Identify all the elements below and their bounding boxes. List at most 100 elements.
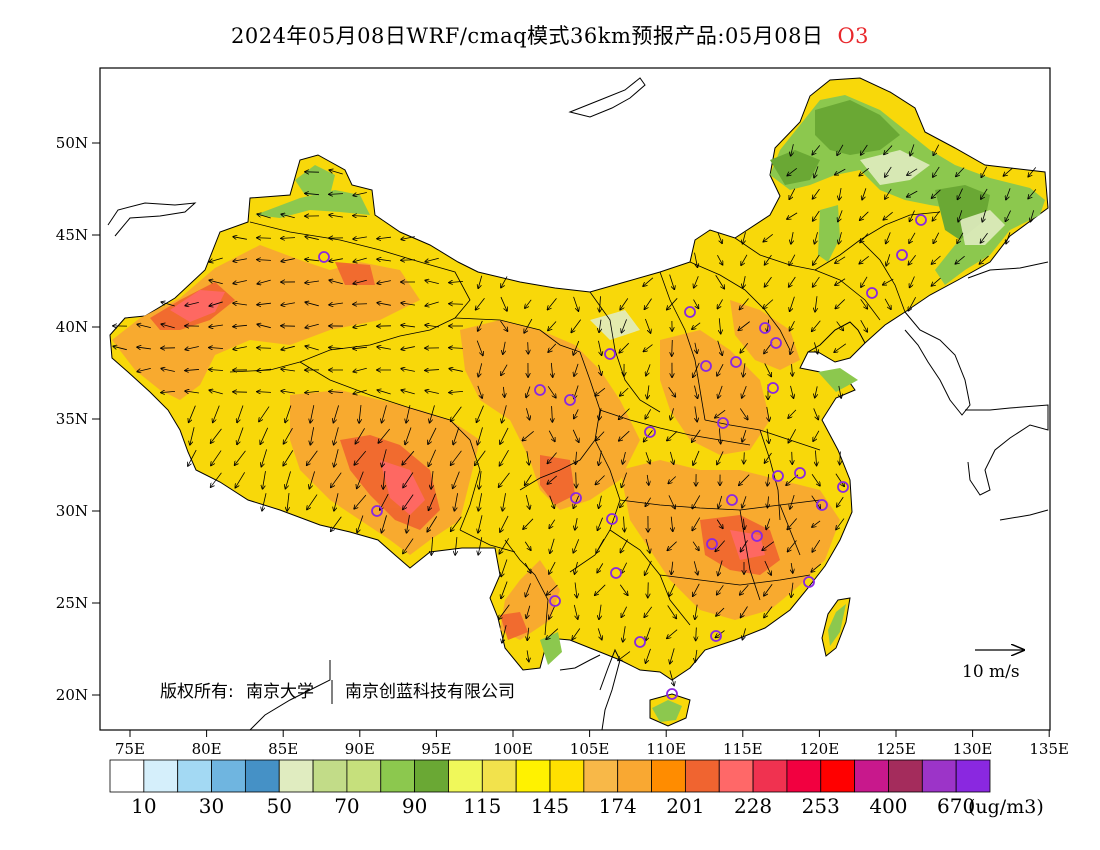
colorbar-tick-label: 30 bbox=[198, 794, 225, 818]
wind-vector bbox=[549, 495, 555, 509]
wind-vector bbox=[1028, 167, 1037, 176]
wind-vector bbox=[503, 341, 505, 354]
wind-vector bbox=[600, 296, 601, 312]
wind-vector bbox=[573, 539, 580, 552]
city-marker bbox=[371, 505, 383, 517]
wind-vector bbox=[743, 363, 745, 376]
wind-vector bbox=[281, 238, 296, 239]
wind-vector bbox=[477, 385, 482, 398]
wind-vector bbox=[526, 408, 529, 419]
wind-vector bbox=[329, 170, 343, 175]
wind-vector bbox=[789, 254, 796, 266]
wind-vector bbox=[334, 493, 339, 511]
wind-vector bbox=[814, 232, 818, 244]
wind-vector bbox=[353, 389, 367, 394]
wind-vector bbox=[281, 303, 295, 305]
wind-vector bbox=[478, 493, 483, 511]
wind-vector bbox=[501, 276, 508, 287]
wind-vector bbox=[597, 563, 604, 572]
colorbar-tick-label: 201 bbox=[666, 794, 705, 818]
colorbar-swatch bbox=[481, 759, 517, 793]
wind-vector bbox=[235, 450, 246, 465]
wind-vector bbox=[305, 346, 319, 351]
city-marker bbox=[803, 576, 815, 588]
wind-vector bbox=[451, 406, 462, 421]
wind-vector bbox=[788, 540, 797, 551]
wind-vector bbox=[811, 495, 821, 509]
wind-vector bbox=[260, 427, 269, 444]
wind-vector bbox=[695, 604, 697, 620]
wind-vector bbox=[595, 387, 606, 396]
wind-vector bbox=[334, 427, 339, 444]
wind-vector bbox=[209, 301, 223, 306]
wind-vector bbox=[137, 324, 151, 329]
wind-vector bbox=[261, 449, 268, 466]
wind-vector bbox=[766, 518, 771, 530]
wind-vector bbox=[501, 581, 508, 599]
wind-vector bbox=[478, 320, 483, 331]
city-marker bbox=[866, 287, 878, 299]
wind-vector bbox=[547, 475, 557, 484]
wind-vector bbox=[281, 214, 295, 219]
wind-vector bbox=[161, 368, 175, 372]
wind-vector bbox=[477, 427, 483, 444]
wind-vector bbox=[574, 363, 579, 376]
wind-vector bbox=[161, 302, 175, 307]
wind-vector bbox=[263, 471, 266, 489]
wind-vector bbox=[790, 341, 795, 354]
wind-vector bbox=[859, 256, 869, 263]
wind-vector bbox=[503, 386, 504, 397]
wind-vector bbox=[669, 451, 673, 464]
wind-vector bbox=[792, 364, 793, 376]
city-marker bbox=[534, 384, 546, 396]
wind-vector bbox=[281, 369, 295, 371]
wind-vector bbox=[259, 406, 270, 422]
lon-tick-label: 130E bbox=[953, 740, 993, 758]
wind-vector bbox=[835, 256, 846, 263]
wind-vector bbox=[551, 362, 552, 377]
wind-vector bbox=[789, 276, 796, 287]
map-content bbox=[107, 77, 1049, 730]
wind-vector bbox=[235, 472, 246, 487]
wind-vector bbox=[552, 406, 553, 422]
wind-vector bbox=[209, 390, 223, 395]
wind-vector bbox=[791, 562, 793, 573]
wind-vector bbox=[790, 321, 795, 331]
wind-vector bbox=[813, 408, 819, 419]
wind-vector bbox=[377, 280, 391, 284]
wind-vector bbox=[933, 232, 940, 244]
wind-vector bbox=[836, 518, 845, 530]
wind-vector bbox=[353, 279, 367, 283]
wind-vector bbox=[621, 562, 628, 574]
wind-vector bbox=[669, 583, 676, 596]
wind-vector bbox=[281, 391, 295, 393]
wind-vector bbox=[812, 188, 820, 199]
wind-vector bbox=[598, 340, 601, 355]
wind-vector bbox=[740, 342, 749, 353]
wind-vector bbox=[715, 275, 725, 288]
wind-vector bbox=[499, 450, 509, 466]
wind-vector bbox=[667, 541, 677, 551]
wind-vector bbox=[305, 259, 319, 261]
wind-vector bbox=[549, 519, 556, 529]
wind-vector bbox=[575, 518, 577, 530]
wind-vector bbox=[401, 325, 415, 327]
wind-vector bbox=[499, 472, 510, 487]
colorbar-swatch bbox=[921, 759, 957, 793]
wind-vector bbox=[524, 541, 531, 550]
wind-vector bbox=[933, 166, 940, 177]
wind-vector bbox=[717, 363, 724, 376]
wind-vector bbox=[764, 560, 771, 575]
wind-vector bbox=[740, 584, 749, 595]
wind-vector bbox=[813, 276, 820, 287]
wind-vector bbox=[257, 369, 271, 371]
wind-vector bbox=[862, 188, 867, 199]
wind-vector bbox=[285, 405, 292, 422]
wind-vector bbox=[813, 430, 820, 441]
wind-vector bbox=[956, 167, 965, 177]
wind-vector bbox=[694, 385, 697, 399]
wind-vector bbox=[597, 628, 602, 639]
wind-vector bbox=[838, 210, 843, 221]
wind-vector bbox=[501, 364, 508, 376]
wind-vector bbox=[886, 254, 891, 265]
